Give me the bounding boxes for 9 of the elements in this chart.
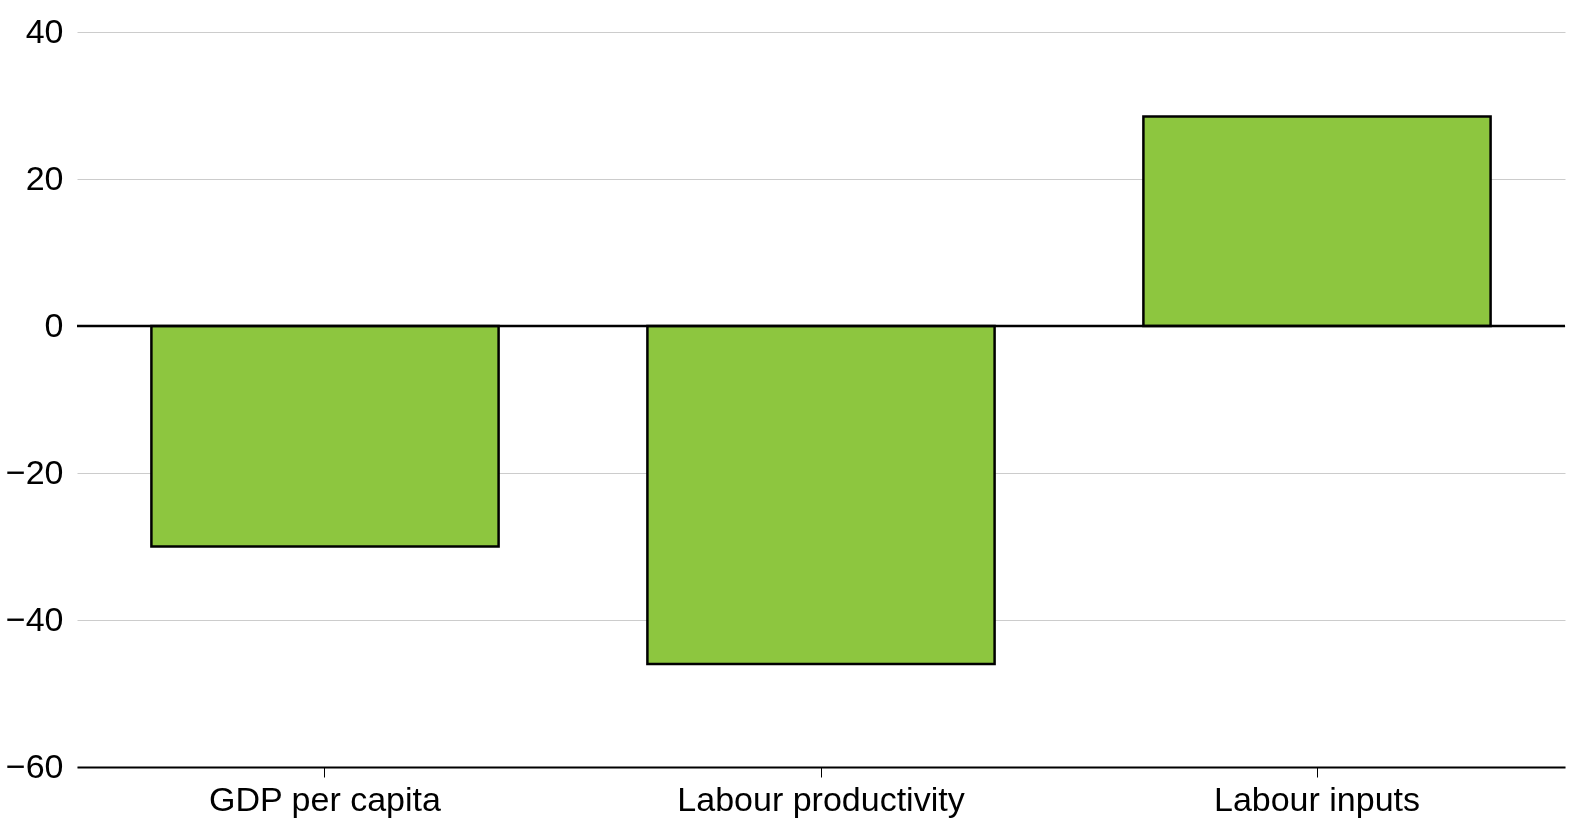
x-tick-label: Labour productivity <box>677 779 965 818</box>
x-tick-label: GDP per capita <box>209 779 441 818</box>
y-tick-label: −20 <box>5 452 64 491</box>
x-tick-label: Labour inputs <box>1213 779 1421 818</box>
y-tick-label: −60 <box>5 746 64 785</box>
y-tick-label: 40 <box>25 11 64 50</box>
y-tick-label: 0 <box>44 305 64 344</box>
y-tick-label: 20 <box>25 158 64 197</box>
y-tick-label: −40 <box>5 599 64 638</box>
